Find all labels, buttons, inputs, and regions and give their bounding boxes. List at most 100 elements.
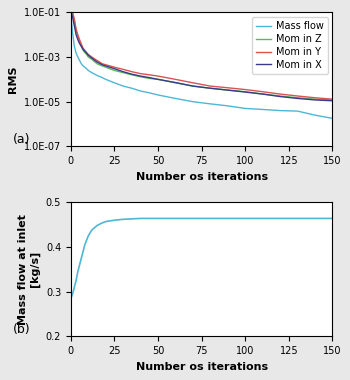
Mom in X <box>84 51 89 55</box>
Mom in Y <box>295 94 300 98</box>
Mom in Z <box>79 44 83 49</box>
Mom in X <box>79 44 83 49</box>
Mom in Y <box>74 27 78 31</box>
Mom in Y <box>226 86 230 90</box>
Mom in Y <box>70 10 75 14</box>
Mom in Z <box>76 35 80 39</box>
Mom in Y <box>173 77 177 82</box>
Mom in X <box>72 24 76 28</box>
Mass flow <box>208 101 212 106</box>
Mom in X <box>70 15 75 20</box>
Mass flow <box>156 93 160 97</box>
Mom in X <box>191 84 195 89</box>
Text: (b): (b) <box>13 323 31 336</box>
Mom in Z <box>147 76 152 81</box>
Mom in Z <box>95 62 99 66</box>
Mass flow <box>81 63 85 68</box>
Mass flow <box>139 89 143 93</box>
Mom in Y <box>313 95 317 100</box>
Mom in Z <box>330 98 335 102</box>
Mom in Y <box>90 55 94 59</box>
Mass flow <box>83 65 87 70</box>
Mom in X <box>139 74 143 78</box>
Mom in X <box>147 75 152 80</box>
Mass flow <box>313 113 317 117</box>
Mom in Y <box>278 92 282 97</box>
X-axis label: Number os iterations: Number os iterations <box>135 362 268 372</box>
Mass flow <box>226 104 230 108</box>
Mom in Z <box>243 89 247 94</box>
Mom in X <box>278 94 282 99</box>
Mom in X <box>313 98 317 102</box>
Mom in Z <box>86 55 90 59</box>
Mass flow <box>95 73 99 78</box>
Mom in Y <box>81 46 85 51</box>
Mass flow <box>79 62 83 66</box>
Mom in X <box>95 60 99 64</box>
Mom in Y <box>84 50 89 55</box>
Mom in X <box>121 70 125 74</box>
Mom in Y <box>77 37 82 42</box>
Mom in X <box>208 86 212 90</box>
Mom in X <box>260 92 265 97</box>
Mom in X <box>112 66 117 71</box>
Mom in X <box>156 77 160 82</box>
Mom in Y <box>69 4 73 9</box>
Mom in X <box>83 49 87 54</box>
Mass flow <box>191 100 195 104</box>
Mass flow <box>147 90 152 95</box>
Mom in X <box>330 98 335 103</box>
Mom in X <box>104 63 108 68</box>
Mom in Y <box>130 70 134 74</box>
Mom in Y <box>100 62 104 66</box>
Mom in Z <box>69 6 73 11</box>
Mom in Z <box>139 74 143 79</box>
Mom in Z <box>77 39 82 44</box>
Mass flow <box>100 75 104 80</box>
Mass flow <box>295 109 300 113</box>
Mass flow <box>90 70 94 75</box>
Mass flow <box>173 96 177 101</box>
Mom in Z <box>100 63 104 68</box>
Mom in Z <box>226 88 230 92</box>
Mom in Y <box>76 32 80 37</box>
Line: Mom in Y: Mom in Y <box>71 6 332 99</box>
Mass flow <box>260 107 265 112</box>
Mom in X <box>130 72 134 76</box>
Mass flow <box>72 44 76 49</box>
Mass flow <box>86 68 90 73</box>
Mass flow <box>121 84 125 89</box>
Mom in X <box>295 96 300 101</box>
Mom in Z <box>70 12 75 17</box>
Mass flow <box>70 31 75 35</box>
Mom in X <box>90 56 94 60</box>
Mom in Y <box>83 48 87 52</box>
Mom in Z <box>173 81 177 85</box>
Mom in Z <box>278 94 282 98</box>
Mom in X <box>243 90 247 94</box>
Mom in Y <box>121 67 125 72</box>
Mom in Y <box>330 97 335 101</box>
Text: (a): (a) <box>13 133 31 146</box>
Line: Mom in X: Mom in X <box>71 11 332 101</box>
Mom in Y <box>95 58 99 63</box>
Mom in X <box>81 47 85 52</box>
Y-axis label: Mass flow at inlet
[kg/s]: Mass flow at inlet [kg/s] <box>18 214 40 325</box>
Mom in Y <box>191 81 195 85</box>
Mom in X <box>76 37 80 42</box>
Mom in Z <box>90 57 94 62</box>
Mom in Y <box>86 52 90 57</box>
Mom in Y <box>104 62 108 67</box>
Mass flow <box>330 116 335 120</box>
Mom in Z <box>74 28 78 33</box>
X-axis label: Number os iterations: Number os iterations <box>135 172 268 182</box>
Mom in Y <box>208 84 212 89</box>
Mom in Z <box>81 48 85 52</box>
Mom in X <box>226 88 230 92</box>
Mass flow <box>243 106 247 111</box>
Mom in X <box>86 53 90 57</box>
Mass flow <box>112 81 117 85</box>
Mom in X <box>69 8 73 13</box>
Mom in Z <box>156 77 160 82</box>
Mom in Z <box>295 95 300 100</box>
